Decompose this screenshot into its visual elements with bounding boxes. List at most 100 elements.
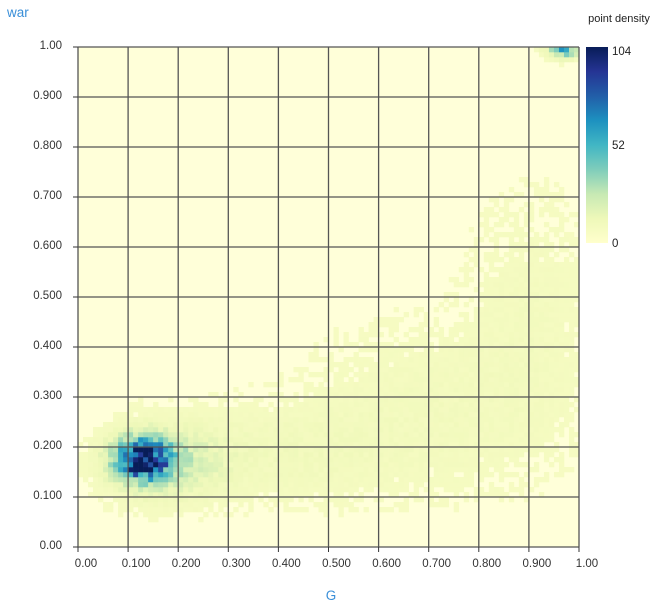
heatmap-cell — [428, 502, 435, 508]
heatmap-cell — [103, 442, 109, 448]
heatmap-cell — [278, 372, 284, 378]
heatmap-cell — [533, 247, 540, 253]
heatmap-cell — [518, 342, 525, 348]
heatmap-cell — [363, 372, 369, 378]
heatmap-cell — [453, 382, 460, 388]
heatmap-cell — [163, 447, 169, 453]
heatmap-cell — [353, 437, 359, 443]
legend-label-min: 0 — [612, 238, 618, 250]
heatmap-cell — [138, 487, 144, 493]
heatmap-cell — [563, 317, 570, 323]
heatmap-cell — [218, 497, 224, 503]
heatmap-cell — [213, 392, 219, 398]
heatmap-cell — [273, 452, 279, 458]
heatmap-cell — [543, 322, 550, 328]
heatmap-cell — [423, 367, 429, 373]
heatmap-cell — [93, 462, 99, 468]
heatmap-cell — [313, 347, 319, 353]
heatmap-cell — [163, 452, 169, 458]
heatmap-cell — [158, 502, 164, 508]
heatmap-cell — [548, 212, 555, 218]
heatmap-cell — [473, 442, 480, 448]
heatmap-cell — [478, 222, 485, 228]
heatmap-cell — [403, 357, 409, 363]
heatmap-cell — [368, 452, 374, 458]
heatmap-cell — [508, 432, 515, 438]
heatmap-cell — [368, 462, 374, 468]
heatmap-cell — [573, 357, 580, 363]
heatmap-cell — [318, 442, 324, 448]
heatmap-cell — [448, 457, 455, 463]
heatmap-cell — [278, 432, 284, 438]
heatmap-cell — [443, 427, 450, 433]
heatmap-cell — [338, 362, 344, 368]
heatmap-cell — [553, 392, 560, 398]
heatmap-cell — [503, 312, 510, 318]
heatmap-cell — [498, 347, 505, 353]
heatmap-cell — [463, 367, 470, 373]
heatmap-cell — [553, 227, 560, 233]
heatmap-cell — [518, 267, 525, 273]
heatmap-cell — [353, 352, 359, 358]
heatmap-cell — [548, 367, 555, 373]
heatmap-cell — [528, 442, 535, 448]
heatmap-cell — [218, 437, 224, 443]
heatmap-cell — [193, 452, 199, 458]
heatmap-cell — [408, 467, 414, 473]
heatmap-cell — [393, 437, 399, 443]
heatmap-cell — [383, 472, 389, 478]
heatmap-cell — [213, 472, 219, 478]
heatmap-cell — [488, 362, 495, 368]
heatmap-cell — [178, 422, 184, 428]
heatmap-cell — [493, 492, 500, 498]
heatmap-cell — [433, 457, 440, 463]
heatmap-cell — [168, 482, 174, 488]
heatmap-cell — [488, 302, 495, 308]
heatmap-cell — [473, 287, 480, 293]
heatmap-cell — [573, 272, 580, 278]
heatmap-cell — [383, 382, 389, 388]
heatmap-cell — [518, 327, 525, 333]
heatmap-cell — [208, 432, 214, 438]
heatmap-cell — [268, 507, 274, 513]
heatmap-cell — [548, 397, 555, 403]
heatmap-cell — [103, 432, 109, 438]
heatmap-cell — [353, 507, 359, 513]
heatmap-cell — [373, 372, 379, 378]
heatmap-cell — [283, 497, 289, 503]
heatmap-cell — [478, 367, 485, 373]
heatmap-cell — [528, 387, 535, 393]
heatmap-cell — [453, 442, 460, 448]
heatmap-cell — [143, 442, 149, 448]
heatmap-cell — [338, 397, 344, 403]
heatmap-cell — [363, 412, 369, 418]
heatmap-cell — [463, 337, 470, 343]
heatmap-cell — [333, 417, 339, 423]
heatmap-cell — [168, 512, 174, 518]
heatmap-cell — [238, 432, 244, 438]
heatmap-cell — [568, 297, 575, 303]
heatmap-cell — [288, 407, 294, 413]
heatmap-cell — [388, 387, 394, 393]
heatmap-cell — [513, 432, 520, 438]
heatmap-cell — [378, 487, 384, 493]
heatmap-cell — [403, 467, 409, 473]
heatmap-cell — [438, 477, 445, 483]
heatmap-cell — [153, 417, 159, 423]
heatmap-cell — [413, 417, 419, 423]
heatmap-cell — [423, 392, 429, 398]
heatmap-cell — [423, 412, 429, 418]
heatmap-cell — [458, 452, 465, 458]
heatmap-cell — [273, 382, 279, 388]
heatmap-cell — [493, 427, 500, 433]
heatmap-cell — [278, 407, 284, 413]
heatmap-cell — [558, 397, 565, 403]
heatmap-cell — [538, 382, 545, 388]
heatmap-cell — [538, 287, 545, 293]
heatmap-cell — [473, 237, 480, 243]
heatmap-cell — [338, 467, 344, 473]
heatmap-cell — [193, 412, 199, 418]
heatmap-cell — [218, 477, 224, 483]
heatmap-cell — [563, 302, 570, 308]
heatmap-cell — [468, 362, 475, 368]
